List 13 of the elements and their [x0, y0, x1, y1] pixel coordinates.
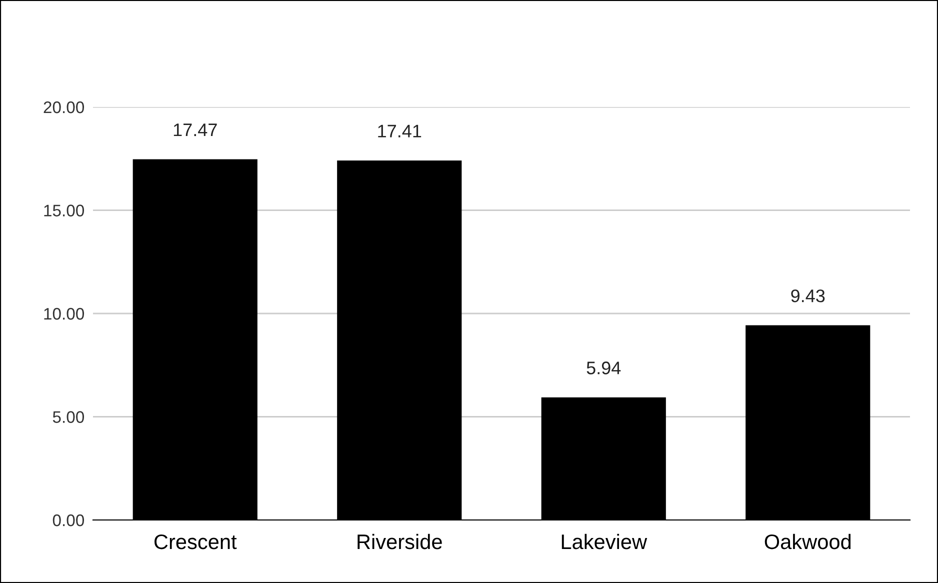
data-label: 17.41 [378, 124, 422, 138]
x-tick-label: Riverside [358, 534, 442, 550]
y-tick-label: 0.00 [52, 514, 84, 526]
x-tick-label: Oakwood [764, 534, 851, 550]
y-tick-label: 10.00 [44, 308, 84, 320]
data-label: 17.47 [174, 124, 217, 136]
data-label: 9.43 [791, 289, 825, 302]
data-label: 5.94 [586, 362, 621, 374]
x-tick-label: Lakeview [562, 534, 648, 550]
y-tick-label: 5.00 [52, 411, 84, 423]
y-tick-label: 15.00 [44, 204, 84, 216]
y-tick-label: 20.00 [44, 101, 84, 114]
x-tick-label: Crescent [154, 534, 237, 550]
